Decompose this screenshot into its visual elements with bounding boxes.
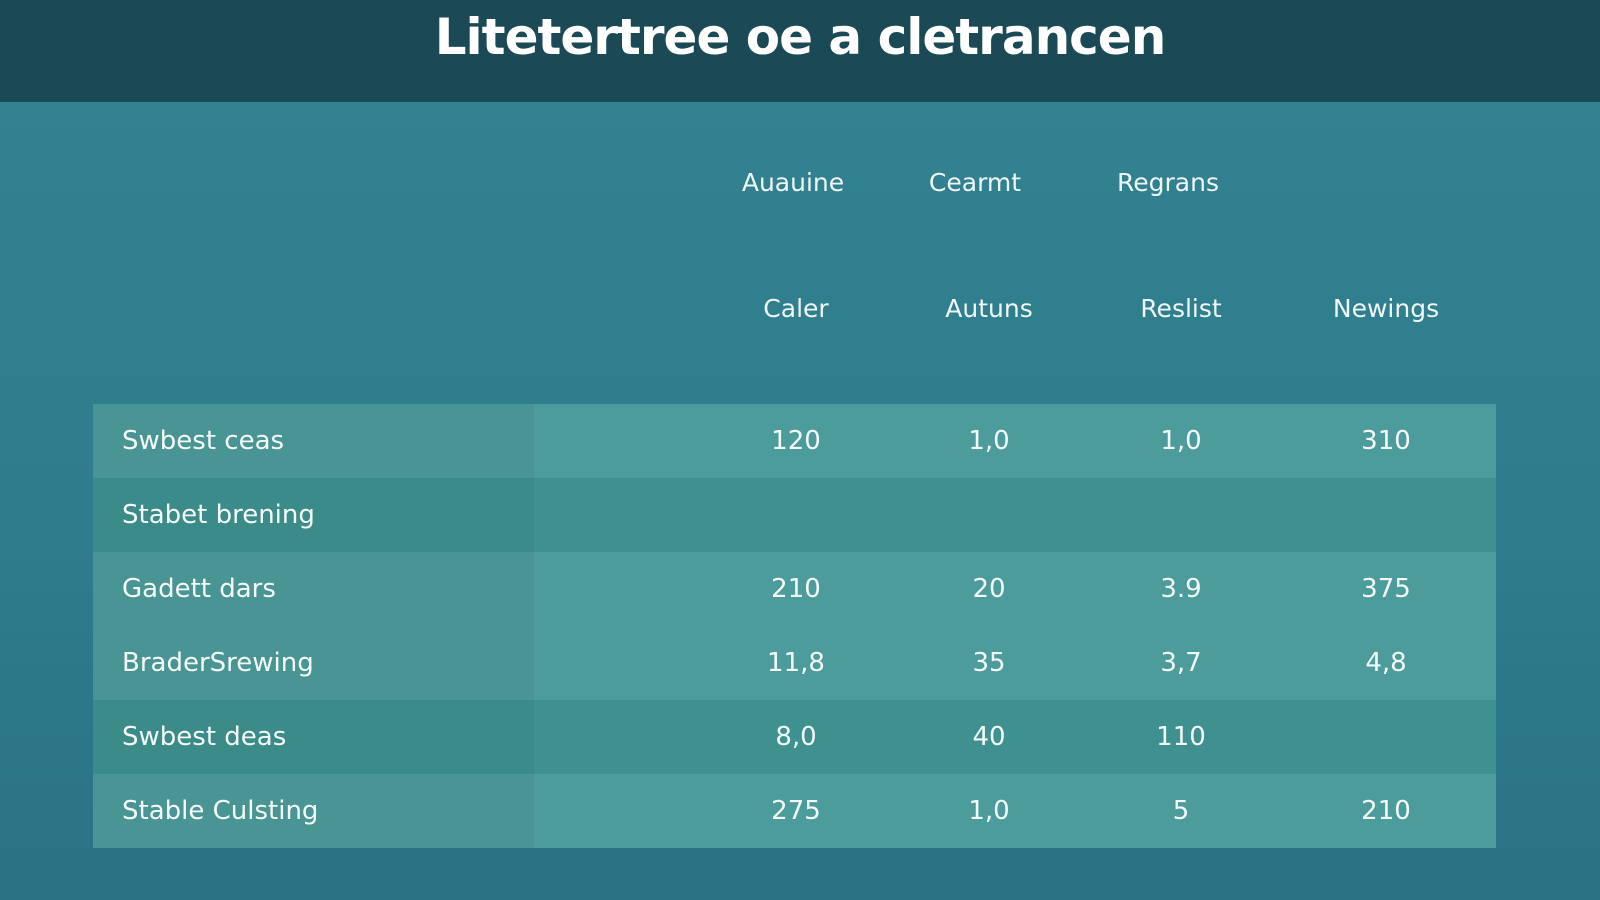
row-label: BraderSrewing [122, 648, 314, 678]
table-cell: 375 [1361, 574, 1411, 604]
table-cell: 8,0 [775, 722, 817, 752]
column-header: Newings [1332, 294, 1440, 323]
table-cell: 1,0 [968, 426, 1010, 456]
table-cell: 110 [1156, 722, 1206, 752]
table-cell: 1,0 [968, 796, 1010, 826]
table-row: Swbest ceas 120 1,0 1,0 310 [93, 404, 1496, 478]
row-label: Stable Culsting [122, 796, 319, 826]
table-cell: 1,0 [1160, 426, 1202, 456]
table-cell: 3,7 [1160, 648, 1202, 678]
column-header: Autuns [945, 294, 1033, 323]
table-cell: 275 [771, 796, 821, 826]
table-cell: 35 [972, 648, 1006, 678]
row-label: Gadett dars [122, 574, 276, 604]
row-label: Stabet brening [122, 500, 315, 530]
table-cell: 4,8 [1365, 648, 1407, 678]
table-row: Stabet brening [93, 478, 1496, 552]
table-row: Gadett dars 210 20 3.9 375 [93, 552, 1496, 626]
column-header: Reslist [1140, 294, 1222, 323]
table-cell: 210 [1361, 796, 1411, 826]
group-header: Cearmt [928, 168, 1022, 197]
table-cell: 40 [972, 722, 1006, 752]
table-cell: 3.9 [1160, 574, 1202, 604]
table-cell: 20 [972, 574, 1006, 604]
group-header: Regrans [1117, 168, 1219, 197]
table-row: Stable Culsting 275 1,0 5 210 [93, 774, 1496, 848]
header-bar: Litetertree oe a cletrancen [0, 0, 1600, 102]
table-cell: 120 [771, 426, 821, 456]
table-cell: 210 [771, 574, 821, 604]
label-column [93, 478, 534, 552]
label-column [93, 700, 534, 774]
table-cell: 11,8 [767, 648, 825, 678]
group-header: Auauine [741, 168, 845, 197]
table-row: BraderSrewing 11,8 35 3,7 4,8 [93, 626, 1496, 700]
table-cell: 5 [1172, 796, 1190, 826]
label-column [93, 774, 534, 848]
label-column [93, 552, 534, 626]
label-column [93, 404, 534, 478]
title: Litetertree oe a cletrancen [434, 8, 1167, 66]
label-column [93, 626, 534, 700]
row-label: Swbest deas [122, 722, 287, 752]
table-cell: 310 [1361, 426, 1411, 456]
row-label: Swbest ceas [122, 426, 285, 456]
column-header: Caler [763, 294, 829, 323]
table-row: Swbest deas 8,0 40 110 [93, 700, 1496, 774]
